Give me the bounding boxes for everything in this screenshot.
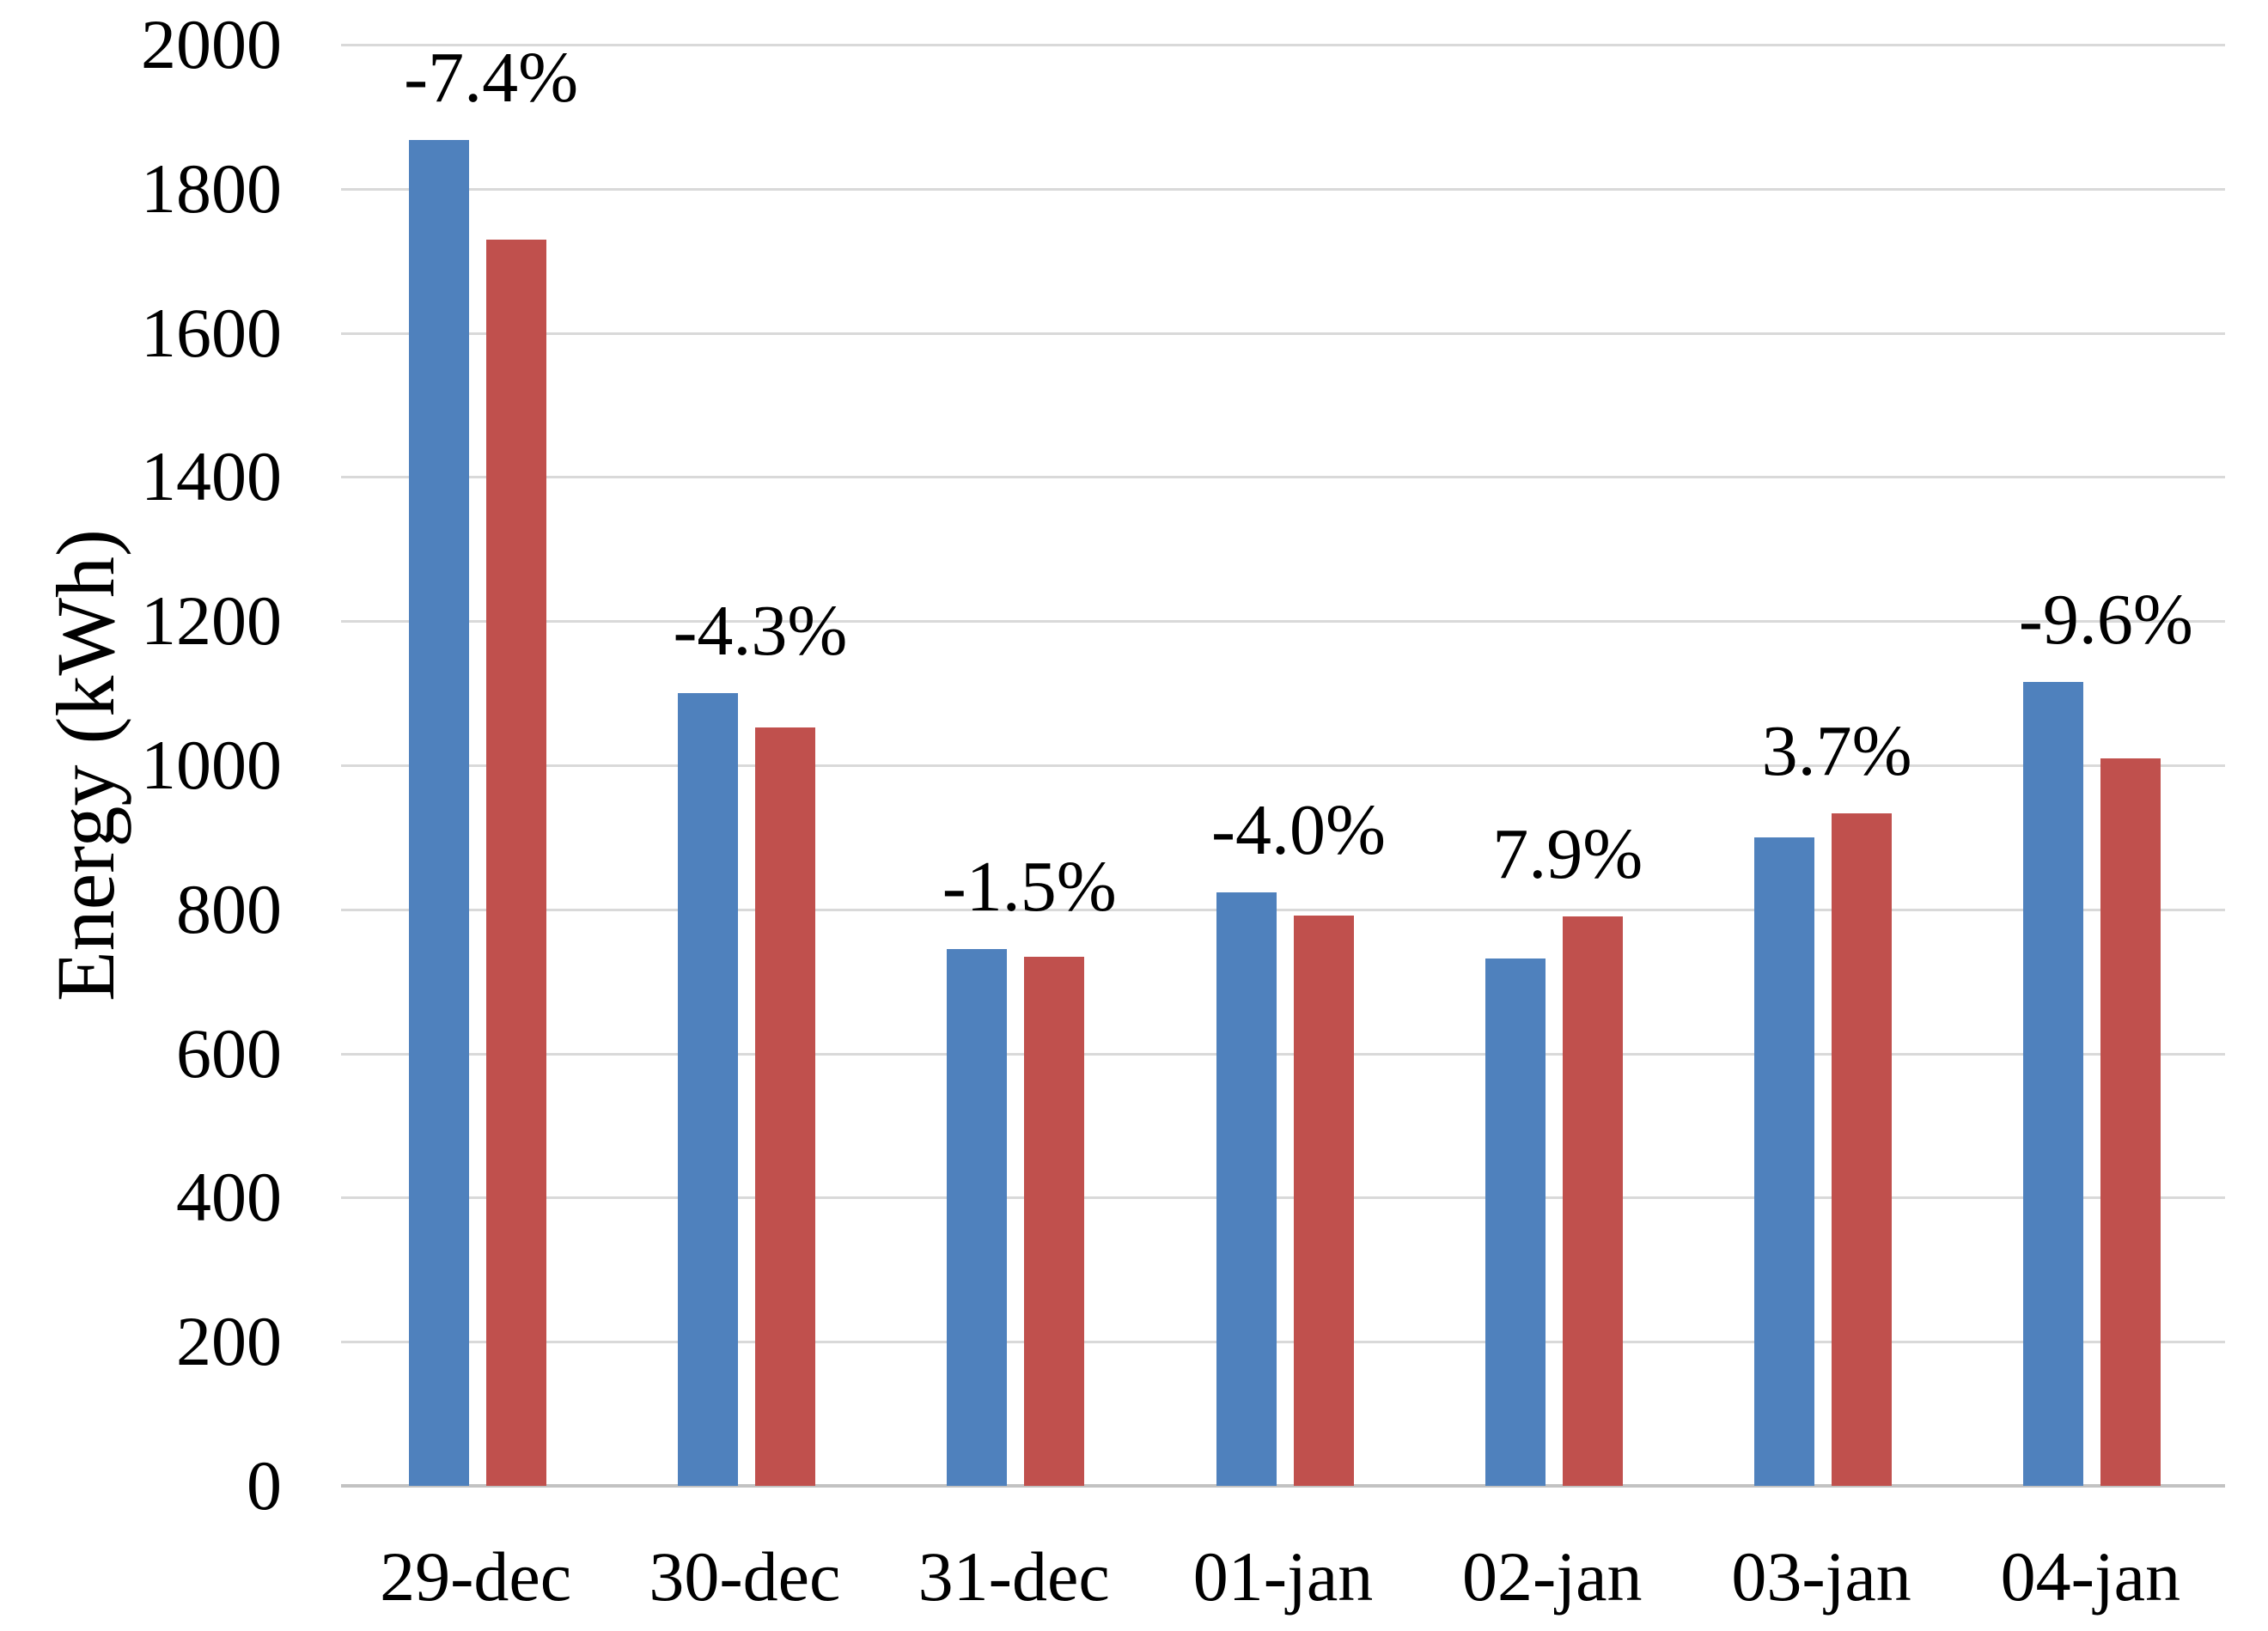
y-tick-label-2000: 2000 bbox=[141, 5, 282, 83]
x-tick-label-01-jan: 01-jan bbox=[1192, 1537, 1374, 1616]
x-tick-label-03-jan: 03-jan bbox=[1731, 1537, 1911, 1616]
gridline-400 bbox=[341, 1196, 2225, 1200]
pct-label-04-jan: -9.6% bbox=[2018, 579, 2193, 660]
y-tick-label-1400: 1400 bbox=[141, 437, 282, 516]
bar-series-2-red-02-jan bbox=[1562, 916, 1623, 1486]
bar-series-2-red-04-jan bbox=[2100, 758, 2161, 1486]
y-tick-label-1200: 1200 bbox=[141, 581, 282, 660]
y-tick-label-400: 400 bbox=[176, 1158, 282, 1237]
gridline-1800 bbox=[341, 187, 2225, 191]
pct-label-31-dec: -1.5% bbox=[942, 846, 1117, 927]
gridline-1000 bbox=[341, 764, 2225, 767]
pct-label-02-jan: 7.9% bbox=[1492, 814, 1643, 895]
x-tick-label-02-jan: 02-jan bbox=[1462, 1537, 1643, 1616]
gridline-2000 bbox=[341, 44, 2225, 46]
bar-series-1-blue-02-jan bbox=[1485, 958, 1546, 1486]
bar-series-1-blue-03-jan bbox=[1754, 837, 1815, 1486]
y-tick-label-600: 600 bbox=[176, 1013, 282, 1092]
gridline-1200 bbox=[341, 620, 2225, 624]
x-axis-line bbox=[341, 1484, 2225, 1488]
x-tick-label-30-dec: 30-dec bbox=[649, 1537, 841, 1616]
pct-label-01-jan: -4.0% bbox=[1211, 789, 1386, 870]
bar-series-1-blue-04-jan bbox=[2023, 681, 2084, 1486]
gridline-1400 bbox=[341, 476, 2225, 479]
y-tick-label-1800: 1800 bbox=[141, 149, 282, 228]
bar-series-2-red-30-dec bbox=[754, 727, 815, 1486]
y-tick-label-1000: 1000 bbox=[141, 726, 282, 804]
y-tick-label-800: 800 bbox=[176, 869, 282, 948]
bar-series-1-blue-30-dec bbox=[677, 693, 738, 1486]
gridline-800 bbox=[341, 908, 2225, 911]
pct-label-03-jan: 3.7% bbox=[1761, 711, 1912, 792]
y-tick-label-200: 200 bbox=[176, 1302, 282, 1381]
gridline-1600 bbox=[341, 332, 2225, 335]
gridline-600 bbox=[341, 1052, 2225, 1056]
gridline-200 bbox=[341, 1341, 2225, 1344]
y-tick-label-1600: 1600 bbox=[141, 293, 282, 372]
x-tick-label-04-jan: 04-jan bbox=[2000, 1537, 2181, 1616]
bar-series-1-blue-01-jan bbox=[1216, 892, 1277, 1486]
pct-label-29-dec: -7.4% bbox=[404, 37, 579, 118]
bar-series-2-red-03-jan bbox=[1832, 813, 1893, 1486]
pct-label-30-dec: -4.3% bbox=[673, 591, 848, 672]
bar-series-2-red-31-dec bbox=[1024, 957, 1085, 1486]
y-tick-label-0: 0 bbox=[247, 1446, 282, 1524]
bar-series-2-red-29-dec bbox=[485, 239, 546, 1486]
bar-series-2-red-01-jan bbox=[1293, 916, 1354, 1486]
x-tick-label-29-dec: 29-dec bbox=[380, 1537, 572, 1616]
bar-series-1-blue-31-dec bbox=[947, 948, 1008, 1486]
x-tick-label-31-dec: 31-dec bbox=[918, 1537, 1110, 1616]
bar-series-1-blue-29-dec bbox=[408, 139, 469, 1486]
